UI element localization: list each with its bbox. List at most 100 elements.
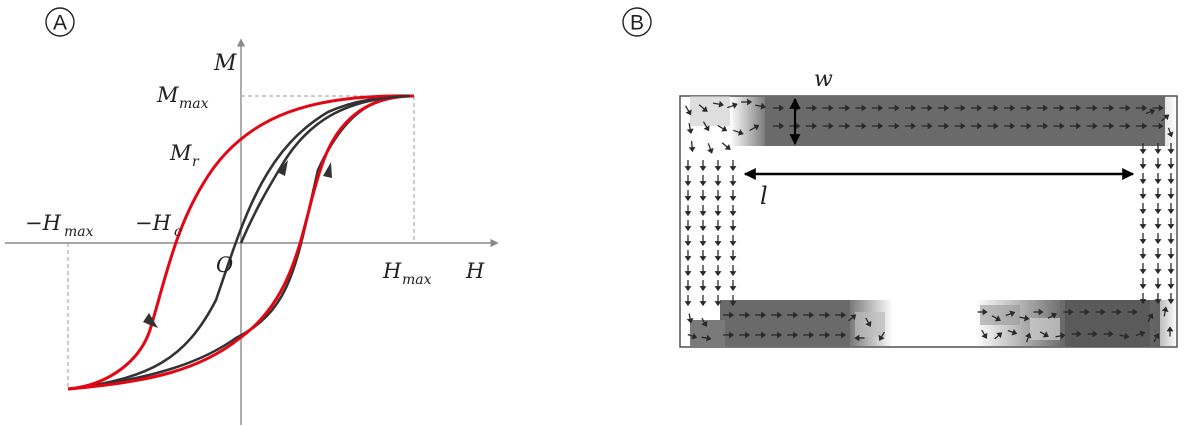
virgin-curve-arrow bbox=[277, 160, 288, 176]
magnetization-vector-head bbox=[777, 311, 783, 319]
magnetization-vector-head bbox=[714, 211, 722, 217]
magnetization-vector-head bbox=[1153, 333, 1160, 340]
inner-loop-curve bbox=[69, 94, 413, 391]
magnetization-vector-head bbox=[703, 125, 710, 132]
magnetization-vector-head bbox=[1167, 239, 1175, 245]
m-r-main: M bbox=[169, 141, 192, 165]
ascending-branch-arrow bbox=[323, 162, 332, 178]
magnetization-vector-head bbox=[1139, 209, 1147, 215]
magnetization-vector-head bbox=[731, 102, 738, 109]
magnetization-vector-head bbox=[686, 318, 694, 324]
magnetization-vector-head bbox=[1139, 149, 1147, 155]
magnetization-vector-head bbox=[1125, 122, 1131, 130]
magnetization-vector-head bbox=[993, 104, 999, 112]
magnetization-vector-head bbox=[699, 226, 707, 232]
magnetization-vector-head bbox=[944, 122, 950, 130]
magnetization-vector-head bbox=[1142, 104, 1148, 112]
magnetization-vector-head bbox=[1139, 164, 1147, 170]
magnetization-vector-head bbox=[878, 104, 884, 112]
magnetization-vector-head bbox=[1042, 331, 1049, 338]
magnetization-vector-head bbox=[1139, 254, 1147, 260]
magnetization-vector-head bbox=[729, 311, 735, 319]
magnetization-vector-head bbox=[1167, 224, 1175, 230]
magnetization-vector-head bbox=[699, 271, 707, 277]
magnetization-vector-head bbox=[699, 196, 707, 202]
magnetization-vector-head bbox=[1167, 149, 1175, 155]
magnetization-vector-head bbox=[977, 104, 983, 112]
magnetization-vector-head bbox=[845, 104, 851, 112]
magnetization-vector-head bbox=[1139, 239, 1147, 245]
magnetization-vector-head bbox=[1059, 104, 1065, 112]
m-max-sub: max bbox=[179, 96, 209, 112]
length-label: l bbox=[760, 182, 768, 210]
magnetization-vector-head bbox=[828, 104, 834, 112]
magnetization-vector-head bbox=[691, 333, 698, 340]
magnetization-vector-head bbox=[685, 109, 692, 116]
magnetization-vector-head bbox=[714, 286, 722, 292]
magnetization-vector-head bbox=[861, 122, 867, 130]
neg-h-max-label: −H max bbox=[25, 211, 94, 240]
magnetization-vector-head bbox=[729, 271, 737, 277]
magnetization-vector-head bbox=[793, 331, 799, 339]
magnetization-vector-head bbox=[1109, 104, 1115, 112]
virgin-curve bbox=[239, 94, 411, 244]
magnetization-vector-head bbox=[894, 104, 900, 112]
magnetization-vector-head bbox=[718, 100, 725, 108]
magnetization-vector-head bbox=[944, 104, 950, 112]
magnetization-vector-head bbox=[861, 104, 867, 112]
magnetization-vector-head bbox=[878, 334, 885, 341]
magnetization-vector-head bbox=[1167, 179, 1175, 185]
neg-h-c-sub: c bbox=[174, 224, 182, 240]
magnetization-vector-head bbox=[1011, 329, 1018, 336]
magnetization-vector-head bbox=[793, 311, 799, 319]
neg-h-c-main: −H bbox=[135, 211, 172, 235]
magnetization-vector-head bbox=[825, 311, 831, 319]
magnetization-vector-head bbox=[1024, 314, 1030, 322]
m-max-label: M max bbox=[156, 83, 209, 112]
magnetization-vector-head bbox=[1100, 308, 1106, 316]
magnetization-vector-head bbox=[911, 122, 917, 130]
magnetization-vector-head bbox=[761, 311, 767, 319]
magnetization-vector-head bbox=[714, 166, 722, 172]
magnetization-vector-head bbox=[1139, 284, 1147, 290]
width-label: w bbox=[814, 67, 833, 92]
magnetization-vector-head bbox=[1161, 306, 1169, 312]
magnetization-vector-head bbox=[729, 331, 735, 339]
magnetization-vector-head bbox=[1076, 122, 1082, 130]
magnetization-vector-head bbox=[761, 331, 767, 339]
magnetization-vector-head bbox=[1116, 308, 1122, 316]
magnetization-vector-head bbox=[841, 311, 847, 319]
magnetization-vector-head bbox=[721, 125, 728, 132]
magnetization-vector-head bbox=[745, 331, 751, 339]
magnetization-vector-head bbox=[981, 332, 988, 339]
magnetization-vector-head bbox=[729, 196, 737, 202]
magnetization-vector-head bbox=[825, 331, 831, 339]
magnetization-vector-head bbox=[699, 301, 707, 307]
magnetization-vector-head bbox=[982, 308, 988, 316]
magnetization-vector-head bbox=[714, 271, 722, 277]
magnetization-vector-head bbox=[841, 331, 847, 339]
magnetization-vector-head bbox=[1068, 308, 1074, 316]
magnetization-vector-head bbox=[699, 286, 707, 292]
magnetization-vector-head bbox=[809, 311, 815, 319]
magnetization-vector-head bbox=[729, 286, 737, 292]
magnetization-vector-head bbox=[684, 211, 692, 217]
magnetization-vector-head bbox=[1166, 326, 1174, 332]
hysteresis-loop-descending bbox=[67, 94, 415, 391]
magnetization-vector-head bbox=[1092, 104, 1098, 112]
magnetization-vector-head bbox=[684, 181, 692, 187]
magnetization-vector-head bbox=[699, 241, 707, 247]
magnetization-vector-head bbox=[1132, 308, 1138, 316]
magnetization-vector-head bbox=[960, 122, 966, 130]
magnetization-vector-head bbox=[760, 102, 767, 110]
magnetization-vector-head bbox=[1154, 179, 1162, 185]
magnetization-vector-head bbox=[699, 256, 707, 262]
magnetization-vector-head bbox=[779, 122, 785, 130]
panel-a-badge-label: A bbox=[53, 12, 67, 35]
bottom-right-domain-band bbox=[975, 300, 1177, 347]
magnetization-vector-head bbox=[779, 104, 785, 112]
magnetization-vector-head bbox=[1149, 108, 1156, 115]
magnetization-vector-head bbox=[1163, 114, 1170, 121]
panel-b-badge-label: B bbox=[630, 12, 644, 35]
magnetization-vector-head bbox=[714, 181, 722, 187]
